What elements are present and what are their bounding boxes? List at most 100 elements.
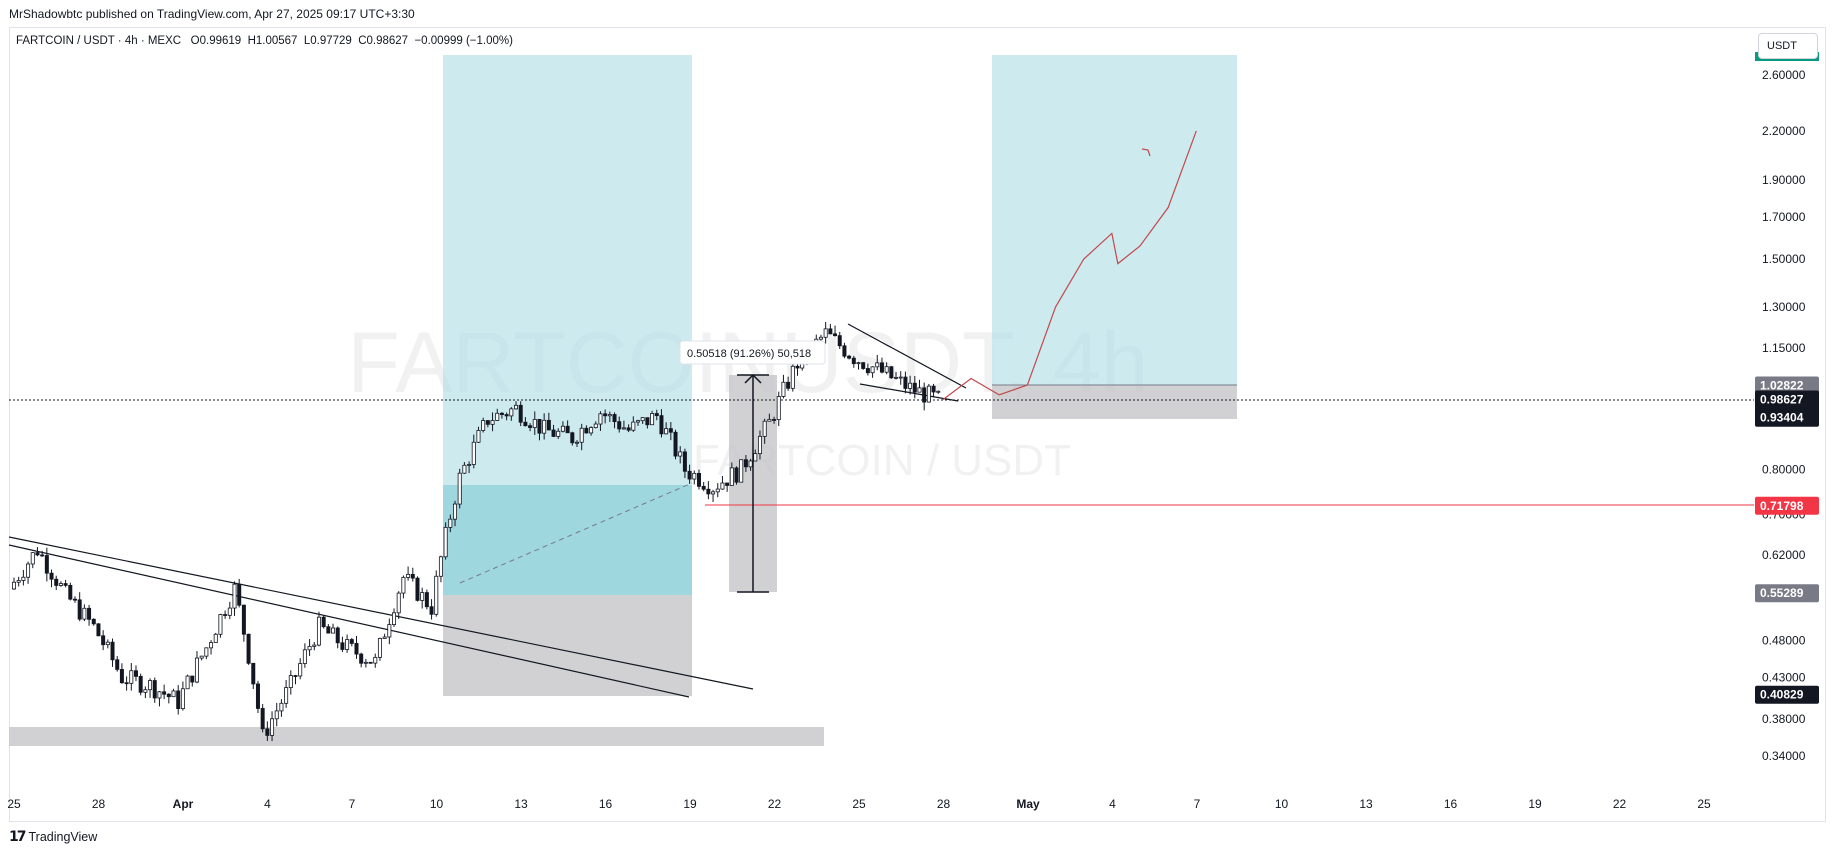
candle-body bbox=[922, 387, 927, 403]
y-tick-label-6: 1.15000 bbox=[1762, 341, 1806, 355]
currency-selector[interactable]: USDT bbox=[1758, 33, 1818, 59]
candle-body bbox=[603, 413, 608, 417]
candle-body bbox=[340, 642, 345, 650]
price-tag-4[interactable] bbox=[1755, 584, 1819, 603]
candle-body bbox=[326, 626, 331, 634]
x-tick-label-17: 16 bbox=[1444, 797, 1458, 811]
candle-body bbox=[542, 419, 547, 434]
candle-body bbox=[720, 482, 725, 490]
x-tick-label-12: May bbox=[1016, 797, 1040, 811]
price-tag-0[interactable] bbox=[1755, 376, 1819, 395]
candle-body bbox=[82, 607, 87, 620]
candle-body bbox=[204, 647, 209, 657]
y-tick-label-2: 1.90000 bbox=[1762, 173, 1806, 187]
candle-body bbox=[485, 420, 490, 425]
candle-body bbox=[631, 421, 636, 431]
candle-body bbox=[143, 689, 148, 693]
x-tick-label-3: 4 bbox=[264, 797, 271, 811]
entry-fill-zone-left bbox=[443, 485, 692, 595]
y-tick-label-4: 1.50000 bbox=[1762, 252, 1806, 266]
candle-body bbox=[776, 396, 781, 420]
candle-body bbox=[875, 362, 880, 368]
chart-frame bbox=[9, 27, 1826, 822]
legend-symbol[interactable]: FARTCOIN / USDT · 4h · MEXC bbox=[16, 35, 182, 47]
candle-body bbox=[138, 675, 143, 693]
candle-body bbox=[237, 583, 242, 606]
candle-body bbox=[16, 580, 21, 583]
projection-arrowhead bbox=[1141, 148, 1151, 157]
tv-logo-icon: 𝟭𝟳 bbox=[9, 829, 27, 845]
candle-body bbox=[481, 420, 486, 431]
candle-body bbox=[232, 583, 237, 609]
tradingview-logo[interactable]: 𝟭𝟳 TradingView bbox=[9, 829, 97, 845]
candle-body bbox=[410, 573, 415, 579]
candle-body bbox=[551, 429, 556, 437]
candle-body bbox=[415, 577, 420, 601]
symbol-legend[interactable]: FARTCOIN / USDT · 4h · MEXC O0.99619 H1.… bbox=[16, 35, 513, 47]
zones[interactable] bbox=[9, 55, 1237, 746]
price-tag-2[interactable] bbox=[1755, 408, 1819, 427]
trendlines[interactable] bbox=[8, 323, 967, 698]
measure-tool[interactable]: 0.50518 (91.26%) 50,518 bbox=[679, 340, 826, 593]
candle-body bbox=[621, 427, 626, 430]
candle-body bbox=[570, 432, 575, 444]
candle-body bbox=[589, 427, 594, 434]
candle-body bbox=[312, 644, 317, 647]
entry-dashed-line bbox=[459, 482, 693, 584]
x-tick-label-2: Apr bbox=[173, 797, 194, 811]
price-tag-3[interactable] bbox=[1755, 496, 1819, 515]
candle-body bbox=[91, 618, 96, 625]
candle-body bbox=[176, 690, 181, 710]
y-tick-label-13: 0.34000 bbox=[1762, 749, 1806, 763]
candle-body bbox=[171, 690, 176, 698]
candle-body bbox=[68, 584, 73, 600]
candle-body bbox=[518, 404, 523, 423]
x-tick-label-0: 25 bbox=[7, 797, 21, 811]
price-tag-5[interactable] bbox=[1755, 685, 1819, 704]
candle-body bbox=[898, 376, 903, 379]
candle-body bbox=[373, 656, 378, 664]
y-tick-label-11: 0.43000 bbox=[1762, 670, 1806, 684]
price-tags[interactable]: 1.028220.9862702:12:080.934040.717980.55… bbox=[1755, 52, 1819, 704]
legend-high: H1.00567 bbox=[247, 35, 298, 47]
candle-body bbox=[654, 413, 659, 417]
legend-close: C0.98627 bbox=[358, 35, 409, 47]
candle-body bbox=[180, 688, 185, 710]
candle-body bbox=[368, 661, 373, 664]
logo-text: TradingView bbox=[28, 830, 98, 844]
candle-body bbox=[870, 366, 875, 374]
y-tick-label-9: 0.62000 bbox=[1762, 548, 1806, 562]
candle-body bbox=[21, 576, 26, 581]
candle-body bbox=[659, 415, 664, 435]
candle-body bbox=[335, 627, 340, 644]
y-tick-label-1: 2.20000 bbox=[1762, 124, 1806, 138]
candle-body bbox=[382, 636, 387, 639]
candle-body bbox=[593, 423, 598, 428]
candle-body bbox=[448, 518, 453, 528]
price-tag-label-0: 1.02822 bbox=[1760, 379, 1804, 393]
candle-body bbox=[148, 680, 153, 691]
x-tick-label-6: 13 bbox=[514, 797, 528, 811]
x-tick-label-10: 25 bbox=[852, 797, 866, 811]
candle-body bbox=[884, 366, 889, 373]
candle-body bbox=[509, 408, 514, 417]
candle-body bbox=[818, 336, 823, 340]
projection[interactable] bbox=[942, 130, 1197, 401]
x-axis[interactable]: 25 28 Apr 4 7 10 13 16 19 22 25 28 May 4 7 10 13 16 19 22 25 bbox=[7, 797, 1711, 811]
measure-label-box bbox=[679, 340, 826, 365]
candle-body bbox=[44, 555, 49, 574]
candle-body bbox=[302, 649, 307, 664]
candle-body bbox=[284, 687, 289, 704]
candle-body bbox=[781, 381, 786, 397]
candle-body bbox=[194, 657, 199, 683]
levels[interactable] bbox=[9, 384, 1754, 584]
candle-body bbox=[424, 592, 429, 608]
candle-body bbox=[396, 592, 401, 614]
candle-body bbox=[682, 451, 687, 472]
candle-body bbox=[443, 526, 448, 558]
x-tick-label-1: 28 bbox=[92, 797, 106, 811]
candle-body bbox=[490, 420, 495, 425]
candle-body bbox=[58, 583, 63, 586]
candle-body bbox=[54, 578, 59, 586]
